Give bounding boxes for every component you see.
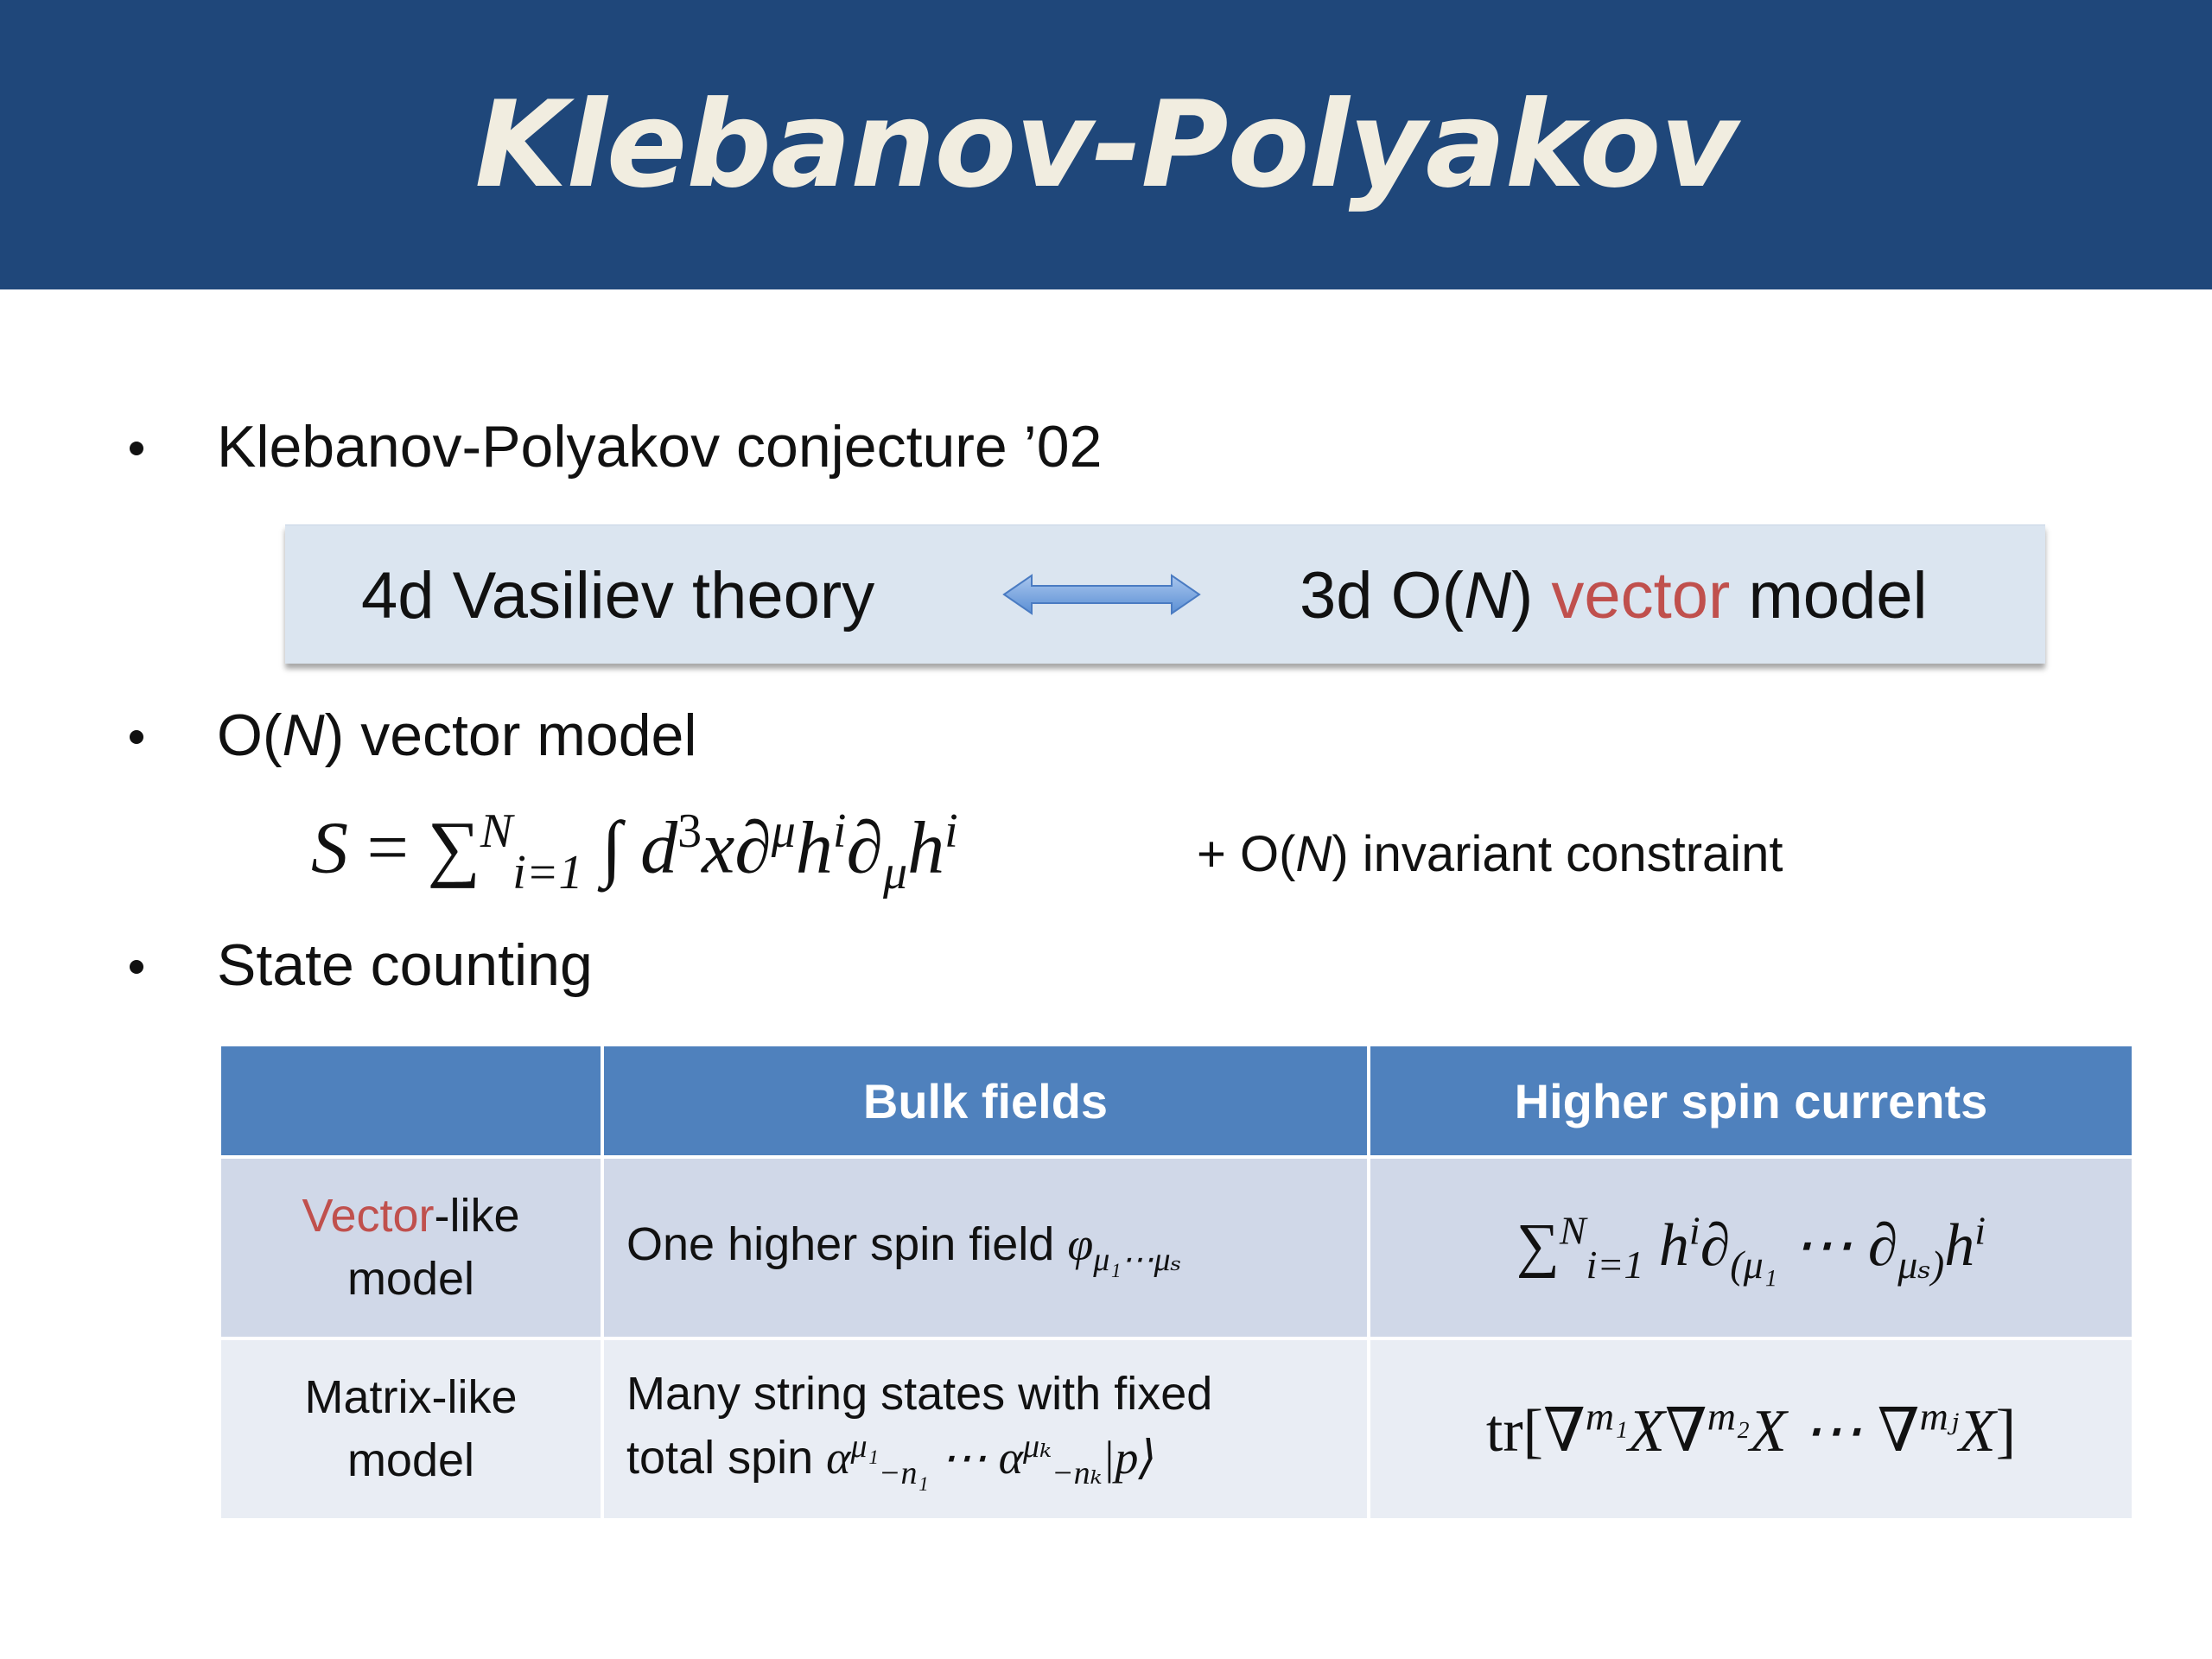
highlight-vector: vector [1551,559,1731,632]
bullet-text: State counting [217,932,593,998]
row-label-matrix: Matrix-like model [218,1337,604,1522]
row-label-vector: Vector-like model [218,1155,604,1340]
cell-current-matrix: tr[∇m₁X∇m₂X ⋯ ∇mⱼX] [1367,1337,2135,1522]
bullet-state-counting: State counting [130,931,593,999]
cell-current-vector: ∑Ni=1 hi∂(μ₁ ⋯ ∂μₛ)hi [1367,1155,2135,1340]
constraint-note: + O(N) invariant constraint [1197,826,1783,882]
header-higher-spin-currents: Higher spin currents [1367,1043,2135,1159]
duality-callout: 4d Vasiliev theory 3d O(N) vector model [285,524,2045,664]
bullet-dot-icon [130,442,143,455]
cell-bulk-vector: One higher spin field φμ₁⋯μₛ [601,1155,1370,1340]
bullet-text: O(N) vector model [217,702,697,768]
double-arrow-icon [1002,574,1201,615]
duality-left: 4d Vasiliev theory [361,559,875,632]
header-empty [218,1043,604,1159]
bullet-vector-model: O(N) vector model [130,702,696,769]
cell-bulk-matrix: Many string states with fixed total spin … [601,1337,1370,1522]
table-row: Matrix-like model Many string states with… [218,1337,2135,1522]
bullet-text: Klebanov-Polyakov conjecture ’02 [217,414,1103,480]
table-row: Vector-like model One higher spin field φ… [218,1155,2135,1340]
bullet-dot-icon [130,960,143,974]
header-bulk-fields: Bulk fields [601,1043,1370,1159]
action-formula: S = ∑Ni=1 ∫ d3x∂μhi∂μhi [311,804,958,899]
slide-title: Klebanov-Polyakov [474,75,1738,214]
table-header-row: Bulk fields Higher spin currents [218,1043,2135,1159]
bullet-conjecture: Klebanov-Polyakov conjecture ’02 [130,413,1102,480]
duality-right: 3d O(N) vector model [1300,559,1928,632]
title-bar: Klebanov-Polyakov [0,0,2212,289]
bullet-dot-icon [130,730,143,744]
comparison-table: Bulk fields Higher spin currents Vector-… [218,1043,2135,1522]
